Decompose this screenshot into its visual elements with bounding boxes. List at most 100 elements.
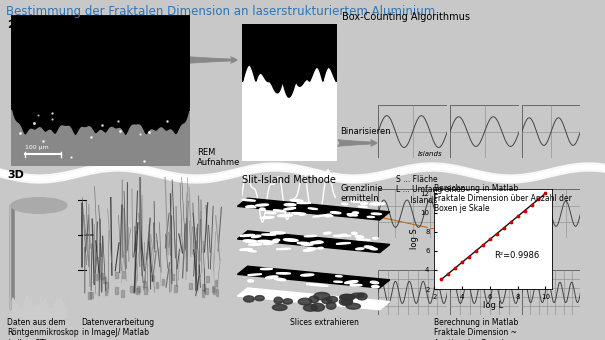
Ellipse shape — [252, 235, 261, 238]
Text: REM
Aufnahme: REM Aufnahme — [197, 148, 241, 167]
Text: S ... Fläche
L ... Umfang eines
      Islands: S ... Fläche L ... Umfang eines Islands — [396, 175, 465, 205]
Bar — [10, 205, 12, 309]
Ellipse shape — [273, 210, 286, 212]
Polygon shape — [237, 231, 390, 253]
Bar — [10, 205, 12, 309]
Ellipse shape — [275, 278, 286, 280]
Polygon shape — [237, 198, 390, 220]
Ellipse shape — [258, 240, 270, 242]
Ellipse shape — [313, 215, 326, 217]
Ellipse shape — [240, 235, 255, 236]
Ellipse shape — [290, 199, 303, 202]
Bar — [11, 205, 13, 309]
Ellipse shape — [315, 284, 328, 286]
Ellipse shape — [309, 296, 319, 303]
Bar — [11, 205, 13, 309]
Ellipse shape — [276, 248, 290, 250]
Ellipse shape — [370, 203, 385, 205]
Ellipse shape — [339, 298, 353, 305]
Point — [450, 265, 460, 271]
Bar — [11, 205, 13, 309]
Point — [478, 242, 488, 248]
Point — [520, 208, 529, 214]
Bar — [11, 205, 12, 309]
Ellipse shape — [371, 286, 379, 288]
Text: R²=0.9986: R²=0.9986 — [494, 252, 539, 260]
Ellipse shape — [301, 244, 313, 245]
Ellipse shape — [249, 243, 262, 245]
Ellipse shape — [266, 212, 276, 214]
Bar — [11, 205, 13, 309]
Ellipse shape — [243, 240, 255, 242]
Bar — [11, 205, 13, 309]
Ellipse shape — [273, 239, 280, 241]
Text: Binarisieren: Binarisieren — [340, 128, 391, 136]
Text: Slit-Island Methode: Slit-Island Methode — [242, 175, 336, 185]
Ellipse shape — [297, 242, 309, 244]
Ellipse shape — [322, 298, 332, 304]
Ellipse shape — [336, 275, 342, 277]
Bar — [11, 205, 12, 309]
Ellipse shape — [345, 280, 358, 284]
Bar — [10, 205, 12, 309]
Ellipse shape — [314, 292, 330, 300]
Ellipse shape — [255, 295, 264, 301]
Point — [436, 277, 446, 282]
Bar — [11, 205, 13, 309]
Ellipse shape — [348, 214, 353, 216]
Bar — [11, 205, 12, 309]
Text: Bestimmung der Fraktalen Dimension an laserstrukturiertem Aluminium: Bestimmung der Fraktalen Dimension an la… — [6, 5, 436, 18]
Point — [471, 248, 481, 254]
Ellipse shape — [316, 241, 322, 242]
Polygon shape — [237, 266, 390, 288]
Text: 3D: 3D — [7, 170, 24, 180]
Text: Slices extrahieren: Slices extrahieren — [290, 318, 359, 327]
Text: Datenverarbeitung
in ImageJ/ Matlab: Datenverarbeitung in ImageJ/ Matlab — [82, 318, 155, 337]
Ellipse shape — [278, 215, 292, 217]
Ellipse shape — [356, 248, 364, 250]
Bar — [11, 205, 13, 309]
Ellipse shape — [297, 203, 311, 204]
Point — [457, 259, 467, 265]
Ellipse shape — [247, 274, 261, 275]
Point — [499, 225, 509, 231]
Text: Daten aus dem
Röntgenmikroskop
(mikro-CT): Daten aus dem Röntgenmikroskop (mikro-CT… — [7, 318, 79, 340]
Bar — [10, 205, 12, 309]
Bar — [11, 205, 13, 309]
Ellipse shape — [11, 198, 67, 213]
Ellipse shape — [351, 201, 359, 202]
Polygon shape — [237, 288, 390, 310]
Ellipse shape — [347, 214, 358, 216]
Ellipse shape — [371, 213, 381, 215]
Ellipse shape — [324, 232, 331, 234]
X-axis label: log L: log L — [483, 301, 503, 310]
Ellipse shape — [359, 206, 367, 207]
Point — [443, 271, 453, 276]
Ellipse shape — [357, 293, 367, 300]
Bar — [11, 205, 13, 309]
Text: Islands: Islands — [417, 151, 442, 157]
Ellipse shape — [367, 216, 374, 218]
Ellipse shape — [336, 242, 350, 244]
Ellipse shape — [284, 208, 296, 210]
Ellipse shape — [248, 280, 253, 282]
Y-axis label: log S: log S — [410, 228, 419, 249]
Ellipse shape — [350, 284, 362, 286]
Ellipse shape — [342, 203, 347, 205]
Bar — [11, 205, 13, 309]
Ellipse shape — [283, 299, 292, 304]
Ellipse shape — [361, 202, 367, 204]
Ellipse shape — [284, 239, 298, 241]
Bar — [11, 205, 13, 309]
Ellipse shape — [340, 295, 355, 299]
Bar — [11, 205, 13, 309]
Ellipse shape — [304, 235, 316, 237]
Bar — [11, 205, 13, 309]
Bar — [11, 205, 12, 309]
Ellipse shape — [260, 268, 272, 270]
Bar — [11, 205, 13, 309]
Ellipse shape — [247, 250, 257, 252]
Bar — [11, 205, 13, 309]
Ellipse shape — [299, 214, 306, 215]
Bar — [11, 205, 12, 309]
